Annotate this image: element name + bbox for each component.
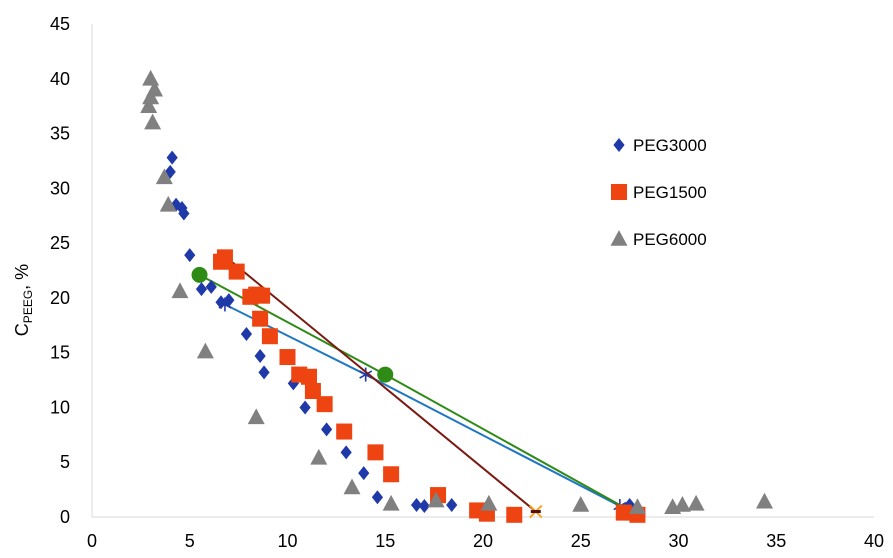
y-tick-label: 45 [50, 14, 70, 34]
legend-label: PEG1500 [633, 183, 707, 202]
axes [91, 24, 874, 518]
legend-marker [611, 184, 627, 200]
data-point [142, 69, 160, 86]
data-point [383, 466, 400, 483]
data-point [252, 310, 269, 327]
data-point [367, 444, 384, 461]
data-point [258, 365, 270, 380]
y-tick-label: 15 [50, 343, 70, 363]
data-point [159, 195, 177, 212]
data-point [287, 376, 299, 391]
data-point [615, 504, 632, 521]
data-point [506, 506, 523, 523]
legend-label: PEG3000 [633, 136, 707, 155]
x-tick-label: 5 [185, 531, 195, 551]
legend-marker [610, 230, 628, 246]
y-tick-label: 20 [50, 288, 70, 308]
data-point [171, 282, 189, 299]
tie-line-point [529, 504, 543, 519]
data-point [146, 80, 164, 97]
y-tick-label: 10 [50, 397, 70, 417]
x-tick-label: 35 [766, 531, 786, 551]
data-point [240, 327, 253, 342]
tie-line-point [377, 366, 394, 383]
y-axis-label-main: C [12, 323, 32, 336]
x-tick-label: 30 [668, 531, 688, 551]
data-point [358, 466, 370, 481]
data-point [343, 478, 361, 495]
data-point [196, 342, 214, 359]
x-tick-label: 25 [571, 531, 591, 551]
data-point [371, 490, 384, 505]
series-peg6000 [140, 69, 774, 514]
data-point [480, 494, 498, 511]
data-point [299, 400, 311, 415]
data-point [155, 168, 173, 185]
data-point [144, 113, 162, 130]
legend-marker [613, 138, 625, 152]
data-point [184, 248, 196, 263]
x-tick-label: 40 [864, 531, 884, 551]
data-point [572, 496, 590, 512]
data-point [310, 448, 328, 465]
series-peg3000 [164, 150, 636, 514]
tie-line [224, 303, 621, 507]
legend: PEG3000 PEG1500 PEG6000 [610, 136, 707, 249]
data-point [228, 263, 245, 280]
y-axis-label-suffix: , % [12, 264, 32, 290]
data-series [140, 69, 774, 523]
y-axis-label: CPEEG, % [12, 264, 35, 336]
data-point [140, 97, 158, 113]
x-tick-label: 15 [375, 531, 395, 551]
y-tick-label: 30 [50, 178, 70, 198]
data-point [446, 497, 458, 512]
data-point [178, 206, 190, 221]
data-point [418, 499, 430, 514]
data-point [301, 368, 318, 385]
data-point [254, 348, 266, 363]
y-tick-label: 0 [60, 507, 70, 527]
data-point [254, 287, 271, 304]
data-point [687, 494, 705, 511]
x-tick-labels: 0 5 10 15 20 25 30 35 40 [87, 531, 884, 551]
data-point [216, 249, 233, 266]
x-tick-label: 0 [87, 531, 97, 551]
data-point [427, 491, 445, 508]
tie-line-point [359, 367, 373, 382]
data-point [261, 328, 278, 345]
y-tick-label: 25 [50, 233, 70, 253]
tie-line [199, 274, 635, 514]
data-point [336, 423, 353, 440]
x-tick-label: 10 [277, 531, 297, 551]
data-point [673, 496, 691, 512]
data-point [166, 150, 178, 165]
legend-label: PEG6000 [633, 230, 707, 249]
y-axis-label-sub: PEEG [21, 290, 35, 323]
data-point [382, 494, 400, 511]
data-point [205, 279, 217, 294]
data-point [628, 498, 646, 514]
tie-line-point [191, 266, 208, 283]
y-tick-labels: 0 5 10 15 20 25 30 35 40 45 [50, 14, 70, 527]
y-tick-label: 5 [60, 452, 70, 472]
data-point [279, 349, 296, 366]
tie-line [224, 255, 537, 513]
data-point [410, 497, 423, 512]
data-point [304, 383, 321, 400]
y-tick-label: 35 [50, 124, 70, 144]
data-point [321, 422, 333, 437]
series-peg1500 [213, 249, 646, 523]
data-point [340, 445, 352, 460]
data-point [247, 408, 265, 425]
data-point [195, 282, 208, 297]
data-point [223, 293, 235, 308]
data-point [215, 295, 227, 310]
data-point [316, 396, 333, 413]
x-tick-label: 20 [473, 531, 493, 551]
data-point [756, 492, 774, 509]
y-tick-label: 40 [50, 69, 70, 89]
